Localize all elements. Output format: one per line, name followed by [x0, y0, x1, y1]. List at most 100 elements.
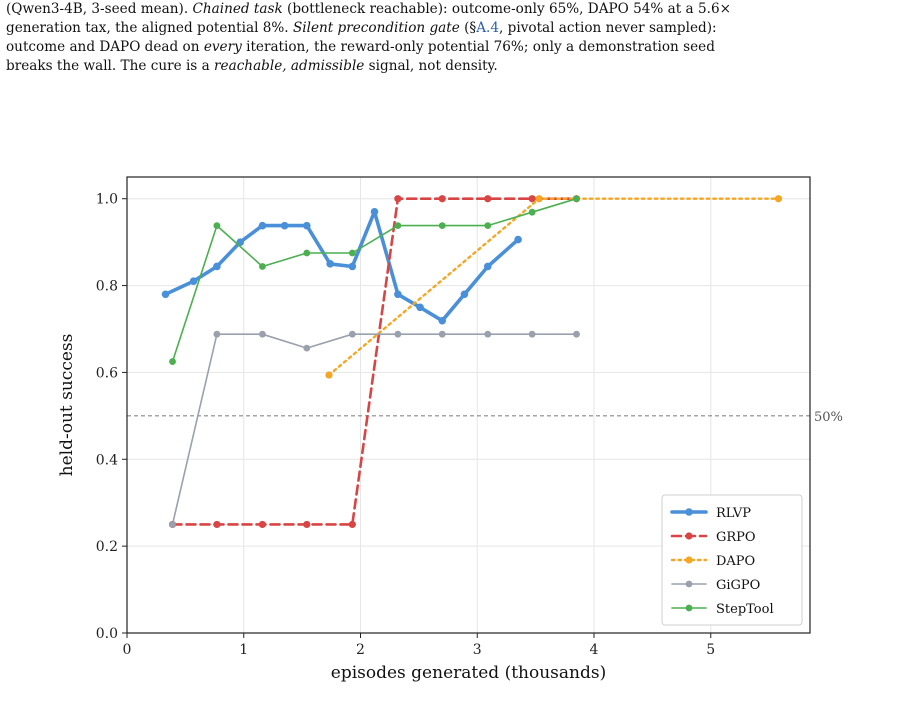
line-chart: 50% 0 1 2 3 4 5 0.0 0.2 0.4 0.6 0.8 1.0 episodes ge…: [57, 176, 843, 683]
series-lines: [161, 195, 783, 529]
series-line-gigpo: [171, 333, 578, 526]
caption-text: breaks the wall. The cure is a: [6, 58, 210, 74]
y-tick-label: 0.2: [96, 539, 118, 555]
legend-marker-steptool: [685, 604, 693, 612]
caption-text: iteration, the reward-only potential 76%…: [246, 39, 715, 55]
caption-line-2: generation tax, the aligned potential 8%…: [6, 19, 906, 38]
caption-italic: every: [203, 39, 242, 55]
data-point-rlvp: [460, 290, 469, 299]
data-point-grpo: [528, 195, 536, 203]
data-point-gigpo: [438, 330, 446, 338]
plot-frame: [126, 176, 811, 634]
legend-label-grpo: GRPO: [716, 530, 756, 545]
data-point-steptool: [484, 222, 492, 230]
data-point-grpo: [348, 520, 356, 529]
series-line-steptool: [171, 197, 578, 363]
caption-italic: reachable, admissible: [214, 58, 365, 74]
data-point-grpo: [438, 195, 446, 203]
x-axis-label: episodes generated (thousands): [331, 663, 606, 683]
legend-marker-dapo: [685, 556, 693, 564]
reference-line: 50%: [127, 410, 843, 425]
data-point-steptool: [169, 358, 176, 365]
data-point-grpo: [303, 520, 311, 529]
data-point-steptool: [303, 249, 311, 257]
data-point-rlvp: [370, 207, 379, 216]
data-point-steptool: [438, 222, 446, 230]
data-point-rlvp: [189, 277, 198, 286]
axis-ticks: 0 1 2 3 4 5 0.0 0.2 0.4 0.6 0.8 1.0: [96, 192, 715, 658]
x-tick-label: 4: [590, 642, 599, 658]
data-point-steptool: [573, 195, 580, 203]
data-point-gigpo: [169, 521, 176, 528]
data-point-gigpo: [484, 330, 492, 338]
legend-label-rlvp: RLVP: [716, 506, 751, 521]
data-point-grpo: [213, 520, 221, 529]
x-tick-label: 0: [123, 642, 132, 658]
caption-italic: Chained task: [192, 1, 283, 17]
y-tick-label: 0.4: [96, 452, 118, 468]
legend-box: [661, 494, 803, 626]
data-point-gigpo: [303, 344, 311, 352]
caption-italic: Silent precondition gate: [292, 20, 460, 36]
caption-line-3: outcome and DAPO dead on every iteration…: [6, 38, 906, 57]
data-point-dapo: [535, 195, 543, 203]
caption-text: signal, not density.: [368, 58, 498, 74]
x-tick-label: 5: [706, 642, 715, 658]
data-point-steptool: [348, 249, 356, 257]
data-point-dapo: [325, 371, 333, 379]
data-point-rlvp: [302, 221, 311, 230]
legend-marker-gigpo: [685, 580, 693, 588]
y-axis-label: held-out success: [57, 334, 77, 477]
data-point-gigpo: [573, 330, 580, 338]
data-point-steptool: [528, 208, 536, 216]
data-point-rlvp: [483, 262, 492, 271]
x-tick-label: 3: [473, 642, 482, 658]
x-tick-label: 2: [356, 642, 365, 658]
caption-line-4: breaks the wall. The cure is a reachable…: [6, 57, 906, 76]
data-point-grpo: [258, 520, 267, 529]
legend-label-gigpo: GiGPO: [716, 578, 760, 593]
data-point-steptool: [394, 222, 402, 230]
data-point-rlvp: [326, 260, 334, 268]
legend-marker-rlvp: [685, 508, 693, 516]
caption-line-1: (Qwen3-4B, 3-seed mean). Chained task (b…: [6, 0, 906, 19]
reference-line-label: 50%: [814, 410, 843, 425]
caption-text: outcome and DAPO dead on: [6, 39, 200, 55]
legend-label-dapo: DAPO: [716, 554, 755, 569]
data-point-steptool: [213, 222, 221, 230]
caption-text: (Qwen3-4B, 3-seed mean).: [6, 1, 189, 17]
data-point-dapo: [774, 195, 783, 203]
data-point-rlvp: [514, 235, 522, 244]
data-point-rlvp: [161, 290, 170, 299]
data-point-rlvp: [280, 221, 289, 230]
y-tick-label: 0.6: [96, 365, 118, 381]
data-point-grpo: [484, 195, 492, 203]
series-line-rlvp: [163, 209, 520, 323]
caption-text: (bottleneck reachable): outcome-only 65%…: [287, 1, 731, 17]
y-tick-label: 0.8: [96, 279, 118, 295]
data-point-rlvp: [348, 262, 357, 271]
data-point-rlvp: [258, 221, 267, 230]
data-point-gigpo: [528, 330, 536, 338]
data-point-rlvp: [213, 262, 221, 271]
caption-text: (§: [464, 20, 477, 36]
data-point-rlvp: [438, 316, 447, 325]
data-point-rlvp: [416, 303, 424, 312]
legend-marker-grpo: [685, 532, 693, 540]
y-tick-label: 1.0: [96, 192, 118, 208]
data-point-rlvp: [394, 290, 402, 299]
figure-caption: (Qwen3-4B, 3-seed mean). Chained task (b…: [6, 0, 906, 76]
data-point-gigpo: [394, 330, 402, 338]
data-point-gigpo: [348, 330, 356, 338]
data-point-gigpo: [213, 330, 221, 338]
caption-text: , pivotal action never sampled):: [499, 20, 717, 36]
section-reference-link[interactable]: A.4: [476, 20, 500, 36]
caption-text: generation tax, the aligned potential 8%…: [6, 20, 289, 36]
y-tick-label: 0.0: [96, 626, 118, 642]
x-tick-label: 1: [239, 642, 248, 658]
series-line-grpo: [171, 197, 578, 526]
data-point-grpo: [394, 195, 402, 203]
legend: RLVP GRPO DAPO GiGPO StepTool: [661, 494, 803, 626]
legend-label-steptool: StepTool: [716, 602, 774, 617]
data-point-gigpo: [259, 330, 266, 338]
